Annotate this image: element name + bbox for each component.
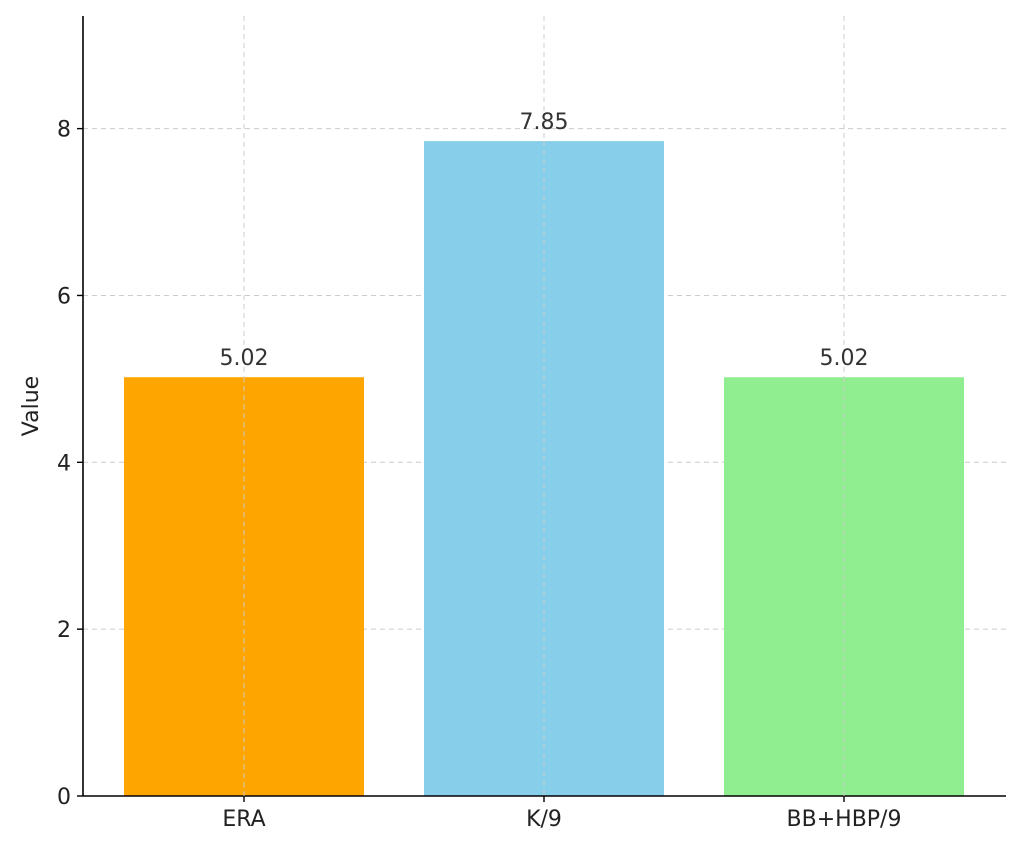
x-ticks: ERA K/9 BB+HBP/9 (222, 796, 901, 832)
x-tick-label: K/9 (526, 807, 562, 832)
data-labels: 5.02 7.85 5.02 (220, 110, 869, 796)
y-tick-label: 4 (57, 451, 71, 476)
x-tick-label: BB+HBP/9 (787, 807, 902, 832)
y-tick-label: 8 (57, 118, 71, 143)
y-ticks: 0 2 4 6 8 (57, 118, 83, 810)
bar-value-label: 5.02 (220, 346, 269, 371)
y-axis-title: Value (19, 376, 44, 436)
y-tick-label: 6 (57, 284, 71, 309)
y-tick-label: 2 (57, 618, 71, 643)
x-tick-label: ERA (222, 807, 265, 832)
y-tick-label: 0 (57, 785, 71, 810)
bar-value-label: 5.02 (820, 346, 869, 371)
bar-value-label: 7.85 (520, 110, 569, 135)
